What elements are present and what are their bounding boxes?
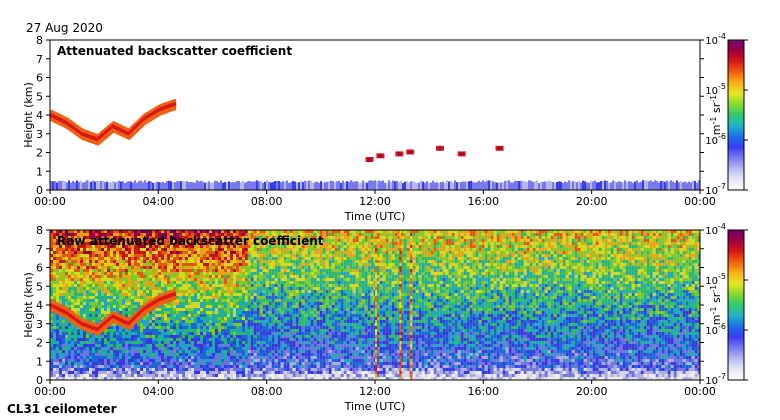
colorbar-scale — [727, 39, 745, 191]
y-tick-label: 7 — [36, 53, 43, 66]
colorbar-tick-label: 10-7 — [705, 182, 726, 197]
y-tick-label: 6 — [36, 72, 43, 85]
y-tick-label: 5 — [36, 90, 43, 103]
panel-1: 0 1 2 3 4 5 6 7 8 00:00 04:00 08:00 12:00 16:00 20:00 0… — [22, 32, 748, 223]
x-tick-label: 20:00 — [576, 195, 608, 208]
x-tick-label: 00:00 — [34, 385, 66, 398]
colorbar-tick-label: 10-4 — [705, 32, 726, 47]
colorbar-tick-label: 10-5 — [705, 272, 726, 287]
panel-title: Attenuated backscatter coefficient — [57, 44, 292, 58]
y-tick-label: 4 — [36, 109, 43, 122]
colorbar-tick-label: 10-5 — [705, 82, 726, 97]
x-tick-label: 04:00 — [142, 195, 174, 208]
precip-streaks — [375, 230, 413, 380]
colorbar-tick-label: 10-7 — [705, 372, 726, 387]
cloud-layer — [50, 289, 177, 336]
surface-layer — [50, 180, 700, 190]
y-tick-label: 6 — [36, 262, 43, 275]
cloud-layer — [365, 145, 504, 162]
colorbar-tick-label: 10-4 — [705, 222, 726, 237]
y-tick-label: 1 — [36, 355, 43, 368]
x-axis-label: Time (UTC) — [344, 400, 406, 413]
y-tick-label: 0 — [36, 184, 43, 197]
noise-field — [247, 230, 700, 380]
x-tick-label: 12:00 — [359, 195, 391, 208]
x-axis-label: Time (UTC) — [344, 210, 406, 223]
y-tick-label: 7 — [36, 243, 43, 256]
colorbar-tick-label: 10-6 — [705, 132, 726, 147]
x-tick-label: 20:00 — [576, 385, 608, 398]
y-tick-label: 4 — [36, 299, 43, 312]
plot-area — [50, 40, 700, 190]
y-tick-label: 0 — [36, 374, 43, 387]
x-tick-label: 12:00 — [359, 385, 391, 398]
x-tick-label: 00:00 — [684, 385, 716, 398]
instrument-label: CL31 ceilometer — [7, 402, 117, 416]
y-tick-label: 8 — [36, 34, 43, 47]
colorbar-label: m-1 sr-1 — [709, 95, 723, 135]
colorbar-label: m-1 sr-1 — [709, 285, 723, 325]
x-tick-label: 00:00 — [684, 195, 716, 208]
x-tick-label: 00:00 — [34, 195, 66, 208]
y-tick-label: 5 — [36, 280, 43, 293]
colorbar-scale — [727, 229, 745, 381]
y-tick-label: 1 — [36, 165, 43, 178]
x-tick-label: 08:00 — [251, 385, 283, 398]
cloud-layer — [50, 99, 177, 146]
date-label: 27 Aug 2020 — [26, 21, 103, 35]
y-axis-label: Height (km) — [22, 82, 35, 148]
colorbar: 10-7 10-6 10-5 10-4 m-1 sr-1 — [705, 32, 748, 197]
y-tick-label: 3 — [36, 318, 43, 331]
x-tick-label: 08:00 — [251, 195, 283, 208]
x-tick-label: 04:00 — [142, 385, 174, 398]
y-tick-label: 3 — [36, 128, 43, 141]
x-tick-label: 16:00 — [467, 195, 499, 208]
panel-2: 0 1 2 3 4 5 6 7 8 00:00 04:00 08:00 12:00 16:00 20:00 0… — [22, 222, 748, 413]
y-tick-label: 2 — [36, 147, 43, 160]
x-tick-label: 16:00 — [467, 385, 499, 398]
panel-title: Raw attenuated backscatter coefficient — [57, 234, 324, 248]
colorbar: 10-7 10-6 10-5 10-4 m-1 sr-1 — [705, 222, 748, 387]
plot-area — [50, 230, 700, 380]
y-axis-label: Height (km) — [22, 272, 35, 338]
y-tick-label: 2 — [36, 337, 43, 350]
y-tick-label: 8 — [36, 224, 43, 237]
colorbar-tick-label: 10-6 — [705, 322, 726, 337]
